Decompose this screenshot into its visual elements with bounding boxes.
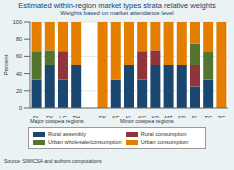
svg-text:LG: LG [59,115,66,118]
svg-text:TC: TC [205,115,212,118]
svg-text:KG: KG [138,115,146,118]
html-text:Rural assembly: Rural assembly [48,131,86,137]
svg-text:MT: MT [165,115,174,118]
html-text:Urban wholesale/consumption: Urban wholesale/consumption [48,139,122,145]
svg-text:KF: KF [112,115,120,118]
html-text:Estimated within-region market: Estimated within-region market types str… [18,1,216,10]
svg-text:DK: DK [99,115,107,118]
svg-text:SL: SL [192,115,199,118]
html-text:Weights based on market attend: Weights based on market attendance level [60,10,174,16]
html-text:Source: SIMICSA and authors co: Source: SIMICSA and authors computations [4,158,102,164]
html-text:Urban consumption: Urban consumption [140,139,189,145]
svg-text:KL: KL [126,115,133,118]
svg-text:Percent: Percent [8,54,9,75]
svg-text:100: 100 [13,19,22,25]
html-text:Rural consumption: Rural consumption [140,131,187,137]
svg-text:80: 80 [16,36,22,42]
svg-text:SD: SD [178,115,186,118]
svg-text:DL: DL [33,115,40,118]
svg-text:KD: KD [152,115,160,118]
svg-text:TH: TH [73,115,80,118]
svg-text:20: 20 [16,88,22,94]
svg-text:ZG: ZG [218,115,226,118]
svg-text:FK: FK [46,115,53,118]
html-text:Minor cowpea regions: Minor cowpea regions [120,118,174,124]
html-text:Major cowpea regions: Major cowpea regions [30,118,84,124]
svg-text:60: 60 [16,53,22,59]
svg-text:40: 40 [16,71,22,77]
svg-text:0: 0 [19,105,22,111]
